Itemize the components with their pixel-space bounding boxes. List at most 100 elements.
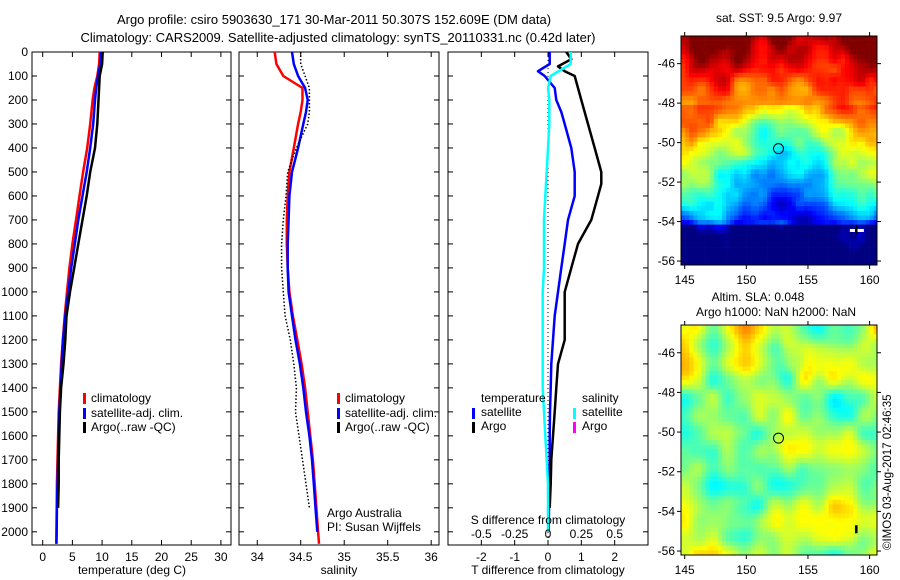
heatmap-cell [722, 40, 727, 46]
heatmap-cell [693, 36, 698, 41]
heatmap-cell [767, 536, 772, 542]
heatmap-cell [828, 536, 833, 542]
heatmap-cell [681, 412, 686, 418]
heatmap-cell [857, 348, 862, 353]
heatmap-cell [746, 164, 751, 170]
heatmap-cell [799, 426, 805, 432]
heatmap-cell [853, 384, 858, 390]
heatmap-cell [795, 486, 801, 491]
heatmap-cell [697, 504, 702, 510]
heatmap-cell [726, 407, 731, 413]
heatmap-cell [857, 472, 862, 478]
heatmap-cell [795, 49, 801, 55]
heatmap-cell [840, 100, 846, 106]
heatmap-cell [754, 141, 760, 147]
heatmap-cell [709, 252, 715, 258]
heatmap-cell [734, 417, 739, 422]
heatmap-cell [808, 394, 813, 399]
heatmap-cell [861, 68, 866, 74]
heatmap-cell [865, 348, 870, 353]
heatmap-cell [836, 426, 842, 432]
y-tick-label: 1400 [1, 381, 28, 395]
heatmap-cell [742, 40, 747, 46]
heatmap-cell [726, 220, 731, 225]
heatmap-cell [734, 229, 739, 235]
heatmap-cell [795, 151, 801, 156]
heatmap-cell [681, 380, 686, 386]
heatmap-cell [681, 338, 686, 344]
heatmap-cell [701, 49, 706, 55]
heatmap-cell [742, 361, 747, 367]
heatmap-cell [701, 394, 706, 399]
heatmap-cell [681, 72, 686, 78]
heatmap-cell [849, 343, 854, 349]
heatmap-cell [832, 220, 838, 225]
heatmap-cell [758, 40, 764, 46]
heatmap-cell [746, 137, 751, 143]
heatmap-cell [853, 105, 858, 110]
heatmap-cell [791, 86, 797, 92]
heatmap-cell [754, 243, 760, 248]
heatmap-cell [713, 82, 719, 87]
heatmap-cell [869, 233, 874, 239]
heatmap-cell [840, 77, 846, 83]
heatmap-cell [771, 151, 776, 156]
heatmap-cell [816, 329, 821, 335]
heatmap-cell [865, 449, 870, 455]
heatmap-cell [717, 36, 723, 41]
heatmap-cell [824, 435, 829, 441]
heatmap-cell [730, 215, 735, 221]
heatmap-cell [824, 417, 829, 422]
heatmap-cell [738, 522, 743, 528]
heatmap-cell [808, 40, 813, 46]
heatmap-cell [836, 233, 842, 239]
heatmap-cell [738, 476, 743, 482]
heatmap-cell [685, 224, 690, 230]
heatmap-cell [693, 361, 698, 367]
x-tick-label: 150 [736, 273, 756, 287]
heatmap-cell [738, 233, 743, 239]
heatmap-cell [693, 467, 698, 473]
heatmap-cell [771, 155, 776, 161]
heatmap-cell [681, 435, 686, 441]
heatmap-cell [701, 229, 706, 235]
heatmap-cell [857, 247, 862, 253]
heatmap-cell [709, 407, 715, 413]
heatmap-cell [849, 348, 854, 353]
heatmap-cell [845, 233, 850, 239]
heatmap-cell [787, 412, 792, 418]
heatmap-cell [869, 224, 874, 230]
heatmap-cell [771, 541, 776, 547]
heatmap-cell [701, 128, 706, 133]
heatmap-cell [812, 430, 817, 436]
heatmap-cell [726, 476, 731, 482]
heatmap-cell [865, 243, 870, 248]
heatmap-cell [816, 82, 821, 87]
heatmap-cell [722, 412, 727, 418]
sla-map-panel: 145 150 155 160-46-48-50-52-54-56 [658, 321, 881, 577]
heatmap-cell [849, 86, 854, 92]
heatmap-cell [832, 380, 838, 386]
heatmap-cell [767, 63, 772, 69]
heatmap-cell [816, 36, 821, 41]
heatmap-cell [812, 403, 817, 409]
heatmap-cell [804, 86, 809, 92]
heatmap-cell [795, 128, 801, 133]
heatmap-cell [730, 476, 735, 482]
heatmap-cell [836, 197, 842, 202]
heatmap-cell [693, 141, 698, 147]
heatmap-cell [730, 486, 735, 491]
heatmap-cell [853, 334, 858, 340]
heatmap-cell [869, 238, 874, 244]
heatmap-cell [808, 68, 813, 74]
heatmap-cell [828, 509, 833, 514]
heatmap-cell [836, 361, 842, 367]
heatmap-cell [840, 197, 846, 202]
heatmap-cell [717, 375, 723, 381]
heatmap-cell [845, 352, 850, 358]
heatmap-cell [701, 169, 706, 175]
heatmap-cell [689, 522, 694, 528]
heatmap-cell [767, 371, 772, 376]
heatmap-cell [828, 183, 833, 189]
heatmap-cell [685, 348, 690, 353]
